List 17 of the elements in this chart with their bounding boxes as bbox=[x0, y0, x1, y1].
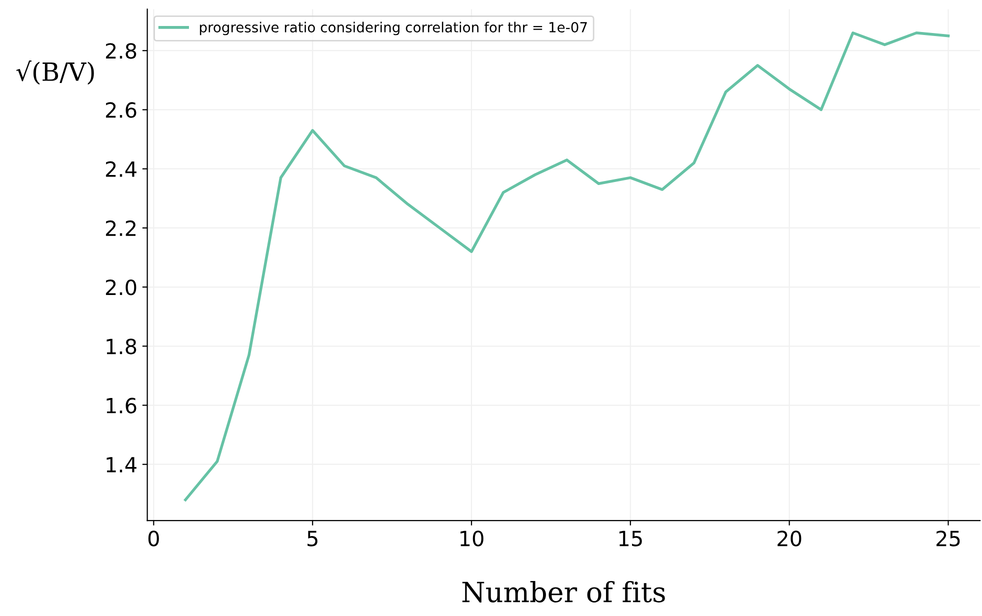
y-axis-title: √(B/V) bbox=[16, 60, 94, 85]
legend-label: progressive ratio considering correlation for thr = 1e-07 bbox=[200, 22, 587, 36]
x-tick-label: 5 bbox=[308, 530, 318, 546]
x-tick-label: 15 bbox=[619, 530, 642, 546]
y-tick-label: 2.0 bbox=[106, 280, 136, 296]
y-tick-label: 1.6 bbox=[106, 398, 136, 414]
y-tick-label: 1.4 bbox=[106, 457, 136, 472]
x-tick-label: 10 bbox=[460, 530, 484, 546]
y-tick-label: 1.8 bbox=[106, 338, 136, 354]
y-tick-label: 2.4 bbox=[106, 161, 136, 177]
y-tick-label: 2.8 bbox=[106, 43, 136, 59]
y-tick-label: 2.6 bbox=[106, 102, 136, 118]
y-tick-label: 2.2 bbox=[106, 220, 136, 236]
x-axis-title: Number of fits bbox=[462, 580, 665, 602]
x-tick-label: 20 bbox=[778, 530, 802, 546]
x-tick-label: 0 bbox=[148, 530, 159, 546]
x-tick-label: 25 bbox=[936, 530, 960, 546]
